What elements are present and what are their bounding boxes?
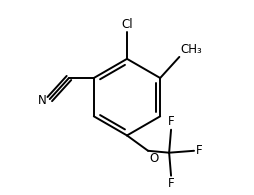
- Text: F: F: [168, 115, 174, 128]
- Text: N: N: [38, 95, 47, 107]
- Text: Cl: Cl: [121, 18, 133, 31]
- Text: O: O: [149, 152, 158, 165]
- Text: CH₃: CH₃: [180, 43, 202, 56]
- Text: F: F: [168, 177, 174, 190]
- Text: F: F: [196, 144, 202, 157]
